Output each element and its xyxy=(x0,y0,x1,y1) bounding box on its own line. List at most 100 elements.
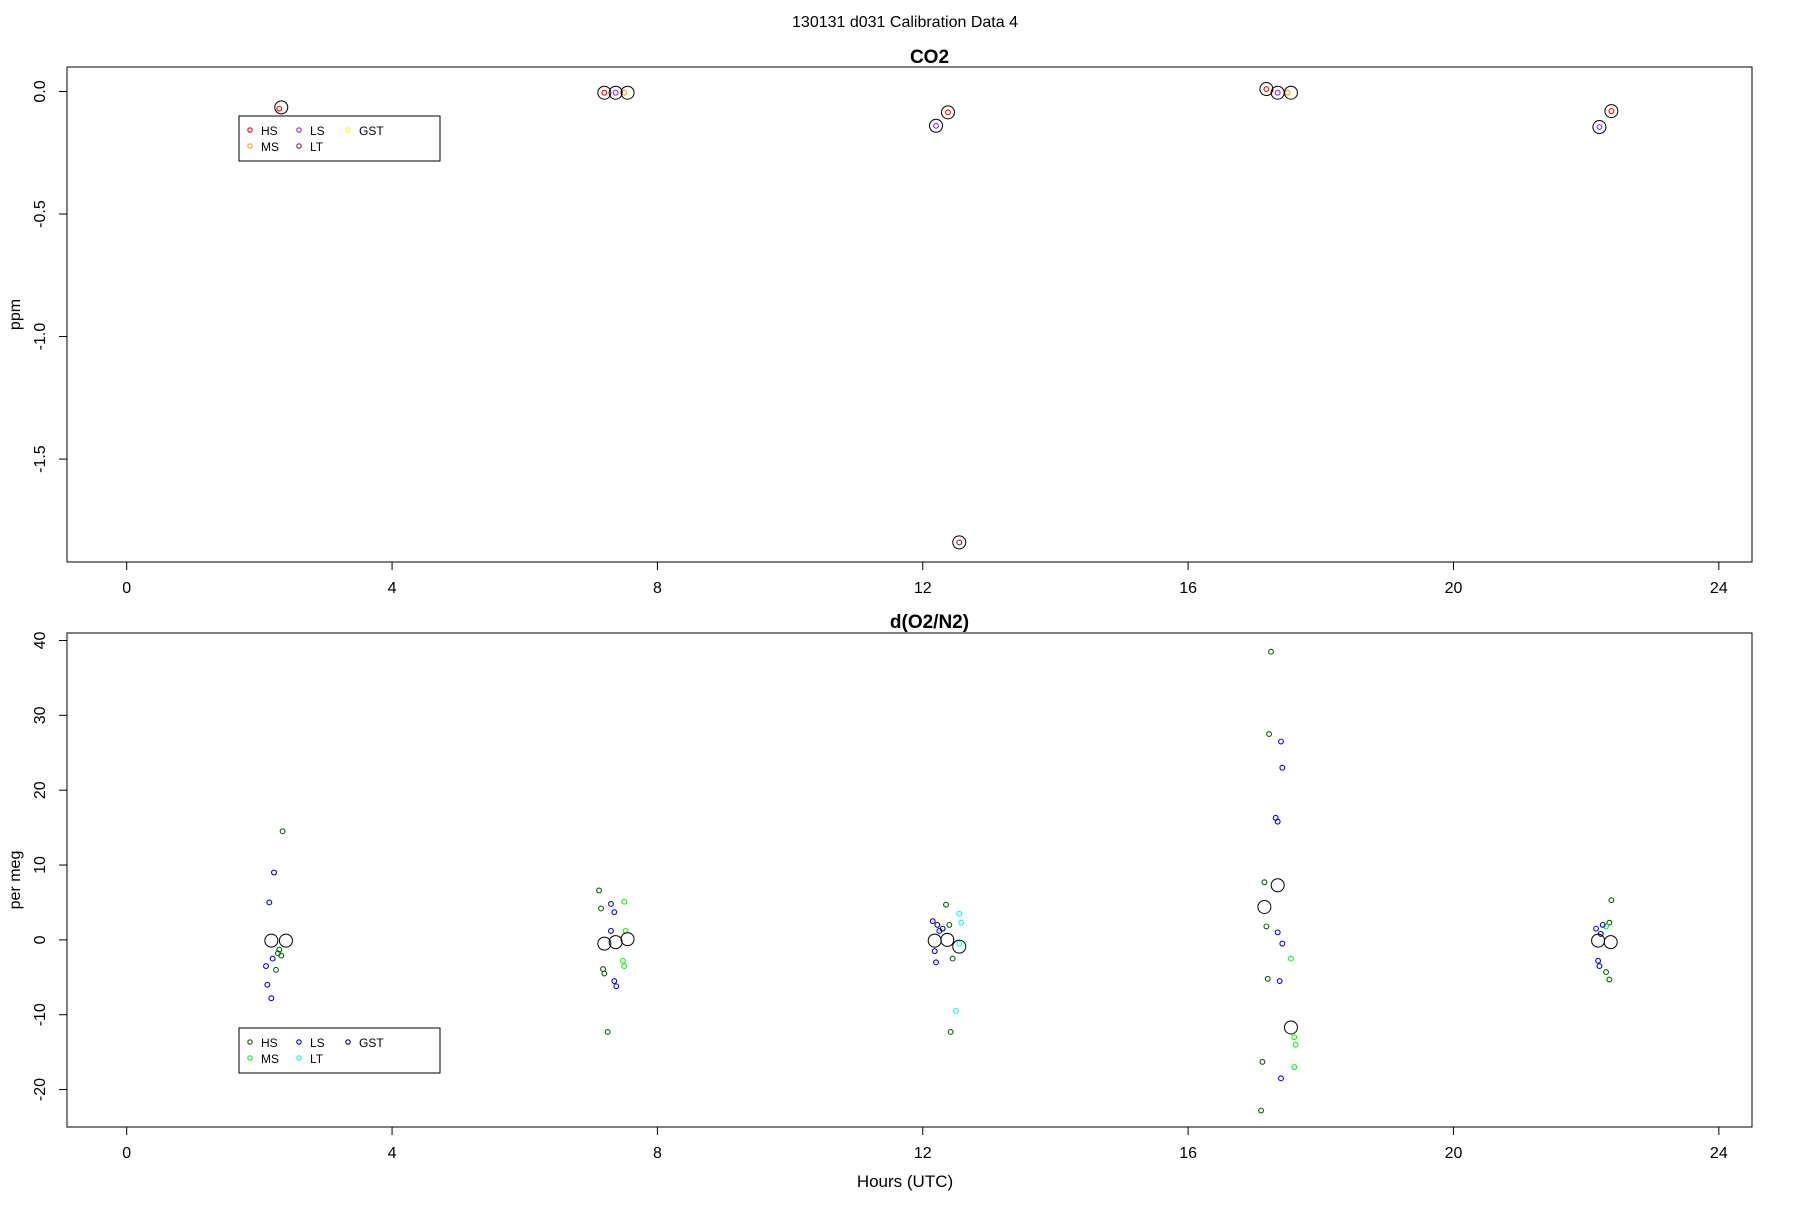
mean-marker xyxy=(952,939,967,954)
mean-marker xyxy=(608,85,623,100)
x-tick-label: 20 xyxy=(1445,580,1463,597)
legend-label-hs: HS xyxy=(261,124,278,138)
data-point-ls xyxy=(608,927,614,934)
data-point-gst xyxy=(939,925,946,932)
data-point-ms xyxy=(1287,955,1294,962)
data-point-ls xyxy=(1596,124,1603,130)
legend-swatch-lt xyxy=(296,143,302,149)
panel-title: d(O2/N2) xyxy=(890,612,969,633)
mean-marker xyxy=(952,535,967,550)
legend-swatch-ls xyxy=(296,1039,302,1045)
data-point-ms xyxy=(1292,1041,1299,1048)
data-point-hs xyxy=(946,921,953,928)
data-point-ms xyxy=(621,898,628,905)
legend-label-gst: GST xyxy=(359,124,384,138)
data-point-hs xyxy=(1263,923,1270,930)
data-point-hs xyxy=(276,946,283,953)
data-point-hs xyxy=(596,887,602,894)
legend-label-hs: HS xyxy=(261,1036,278,1050)
series-gst xyxy=(271,869,1604,937)
data-point-hs xyxy=(1258,1107,1265,1114)
series-hs xyxy=(273,648,1615,1114)
data-point-ls xyxy=(263,963,269,970)
x-tick-label: 4 xyxy=(388,1145,397,1162)
data-point-ls xyxy=(1596,963,1603,970)
legend-label-gst: GST xyxy=(359,1036,384,1050)
data-point-hs xyxy=(273,966,279,973)
legend-swatch-ls xyxy=(296,127,302,133)
data-point-ls xyxy=(933,959,939,966)
legend-box xyxy=(238,115,441,162)
data-point-hs xyxy=(1608,108,1615,115)
y-tick-label: -10 xyxy=(32,1003,49,1026)
legend-box xyxy=(238,1027,441,1074)
y-tick-label: 0.0 xyxy=(32,80,49,102)
legend-swatch-lt xyxy=(296,1055,302,1061)
mean-marker xyxy=(1592,120,1607,135)
mean-marker xyxy=(1257,899,1272,914)
data-point-ls xyxy=(1279,940,1286,947)
data-point-hs xyxy=(601,89,608,96)
mean-marker xyxy=(1603,935,1618,950)
x-tick-label: 0 xyxy=(122,580,131,597)
data-point-hs xyxy=(1259,1058,1266,1065)
legend-swatch-gst xyxy=(345,1039,351,1045)
data-point-gst xyxy=(934,921,941,928)
mean-marker xyxy=(264,933,279,948)
mean-marker xyxy=(927,933,942,948)
data-point-ms xyxy=(619,957,626,964)
data-point-ls xyxy=(1593,925,1600,932)
data-point-hs xyxy=(604,1028,611,1035)
mean-marker xyxy=(620,932,635,947)
data-point-ls xyxy=(929,918,936,925)
data-point-ms xyxy=(1291,1064,1298,1071)
data-point-hs xyxy=(278,952,285,959)
legend-label-ms: MS xyxy=(261,1052,279,1066)
data-point-ms xyxy=(1291,1034,1298,1041)
mean-marker xyxy=(929,118,944,133)
data-point-hs xyxy=(601,970,608,977)
mean-marker xyxy=(1283,85,1298,100)
data-point-ls xyxy=(1599,921,1606,928)
data-point-hs xyxy=(1263,86,1270,93)
legend-label-lt: LT xyxy=(310,1052,324,1066)
data-point-lt xyxy=(956,910,963,917)
series-ms xyxy=(619,898,1610,1071)
data-point-ms xyxy=(1603,923,1610,930)
o2n2-panel: d(O2/N2) 0 4 8 12 16 20 24 40 30 20 10 0 -10 -20 per me… xyxy=(7,612,1753,1191)
legend-swatch-hs xyxy=(247,1039,253,1045)
data-point-hs xyxy=(1264,975,1271,982)
data-point-ls xyxy=(266,899,273,906)
legend-swatch-ms xyxy=(247,143,253,149)
data-point-ls xyxy=(268,995,275,1002)
mean-marker xyxy=(597,85,612,100)
data-point-ls xyxy=(1274,929,1281,936)
y-axis-label: per meg xyxy=(7,851,24,910)
data-point-hs xyxy=(945,109,951,116)
mean-marker xyxy=(278,933,293,948)
legend-label-ms: MS xyxy=(261,140,279,154)
y-tick-label: -20 xyxy=(32,1078,49,1101)
mean-marker xyxy=(1604,104,1619,119)
y-tick-label: 0 xyxy=(32,935,49,944)
series-lt xyxy=(956,539,963,546)
mean-markers xyxy=(264,878,1618,1035)
panel-title: CO2 xyxy=(910,47,949,68)
series-lt xyxy=(952,910,965,1014)
x-tick-label: 16 xyxy=(1179,580,1197,597)
y-tick-label: -1.5 xyxy=(32,445,49,473)
mean-marker xyxy=(940,932,955,947)
data-point-ls xyxy=(264,981,271,988)
mean-marker xyxy=(597,936,612,951)
data-point-ms xyxy=(621,963,628,970)
data-point-lt xyxy=(956,539,963,546)
legend-swatch-ms xyxy=(247,1055,253,1061)
x-tick-label: 4 xyxy=(388,580,397,597)
x-tick-label: 8 xyxy=(653,1145,662,1162)
data-point-ls xyxy=(612,89,619,96)
data-point-hs xyxy=(1603,969,1610,976)
mean-marker xyxy=(1591,933,1606,948)
x-tick-label: 16 xyxy=(1179,1145,1197,1162)
x-tick-label: 20 xyxy=(1445,1145,1463,1162)
